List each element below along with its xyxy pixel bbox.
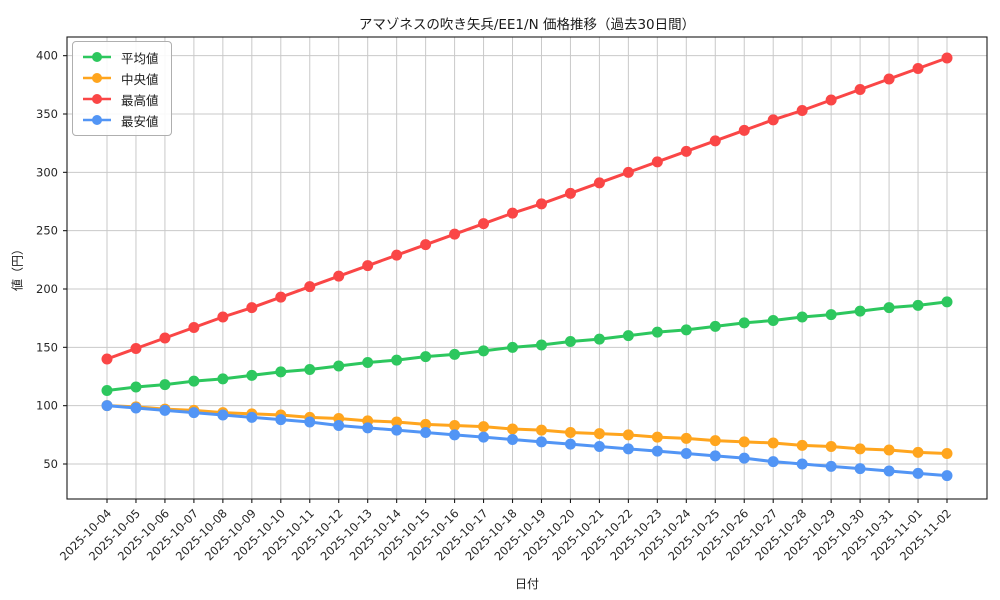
chart-title: アマゾネスの吹き矢兵/EE1/N 価格推移（過去30日間） [358, 17, 696, 33]
legend: 平均値 中央値 最高値 最安値 [72, 41, 172, 136]
svg-text:200: 200 [36, 282, 58, 296]
y-axis-label: 値（円） [10, 242, 25, 292]
svg-text:300: 300 [36, 165, 58, 179]
legend-label-median: 中央値 [121, 71, 159, 87]
legend-item-max: 最高値 [82, 91, 159, 108]
svg-text:100: 100 [36, 399, 58, 413]
line-dot-marker-icon [83, 94, 111, 104]
line-dot-marker-icon [83, 115, 111, 125]
svg-text:50: 50 [43, 457, 58, 471]
legend-item-median: 中央値 [82, 70, 159, 87]
legend-label-max: 最高値 [121, 92, 159, 108]
svg-text:150: 150 [36, 340, 58, 354]
line-dot-marker-icon [83, 52, 111, 62]
legend-item-average: 平均値 [82, 49, 159, 66]
svg-text:400: 400 [36, 49, 58, 63]
svg-text:250: 250 [36, 224, 58, 238]
svg-text:350: 350 [36, 107, 58, 121]
legend-label-min: 最安値 [121, 113, 159, 129]
x-axis-label: 日付 [514, 577, 539, 591]
legend-item-min: 最安値 [82, 112, 159, 129]
legend-label-average: 平均値 [121, 50, 159, 66]
line-dot-marker-icon [83, 73, 111, 83]
